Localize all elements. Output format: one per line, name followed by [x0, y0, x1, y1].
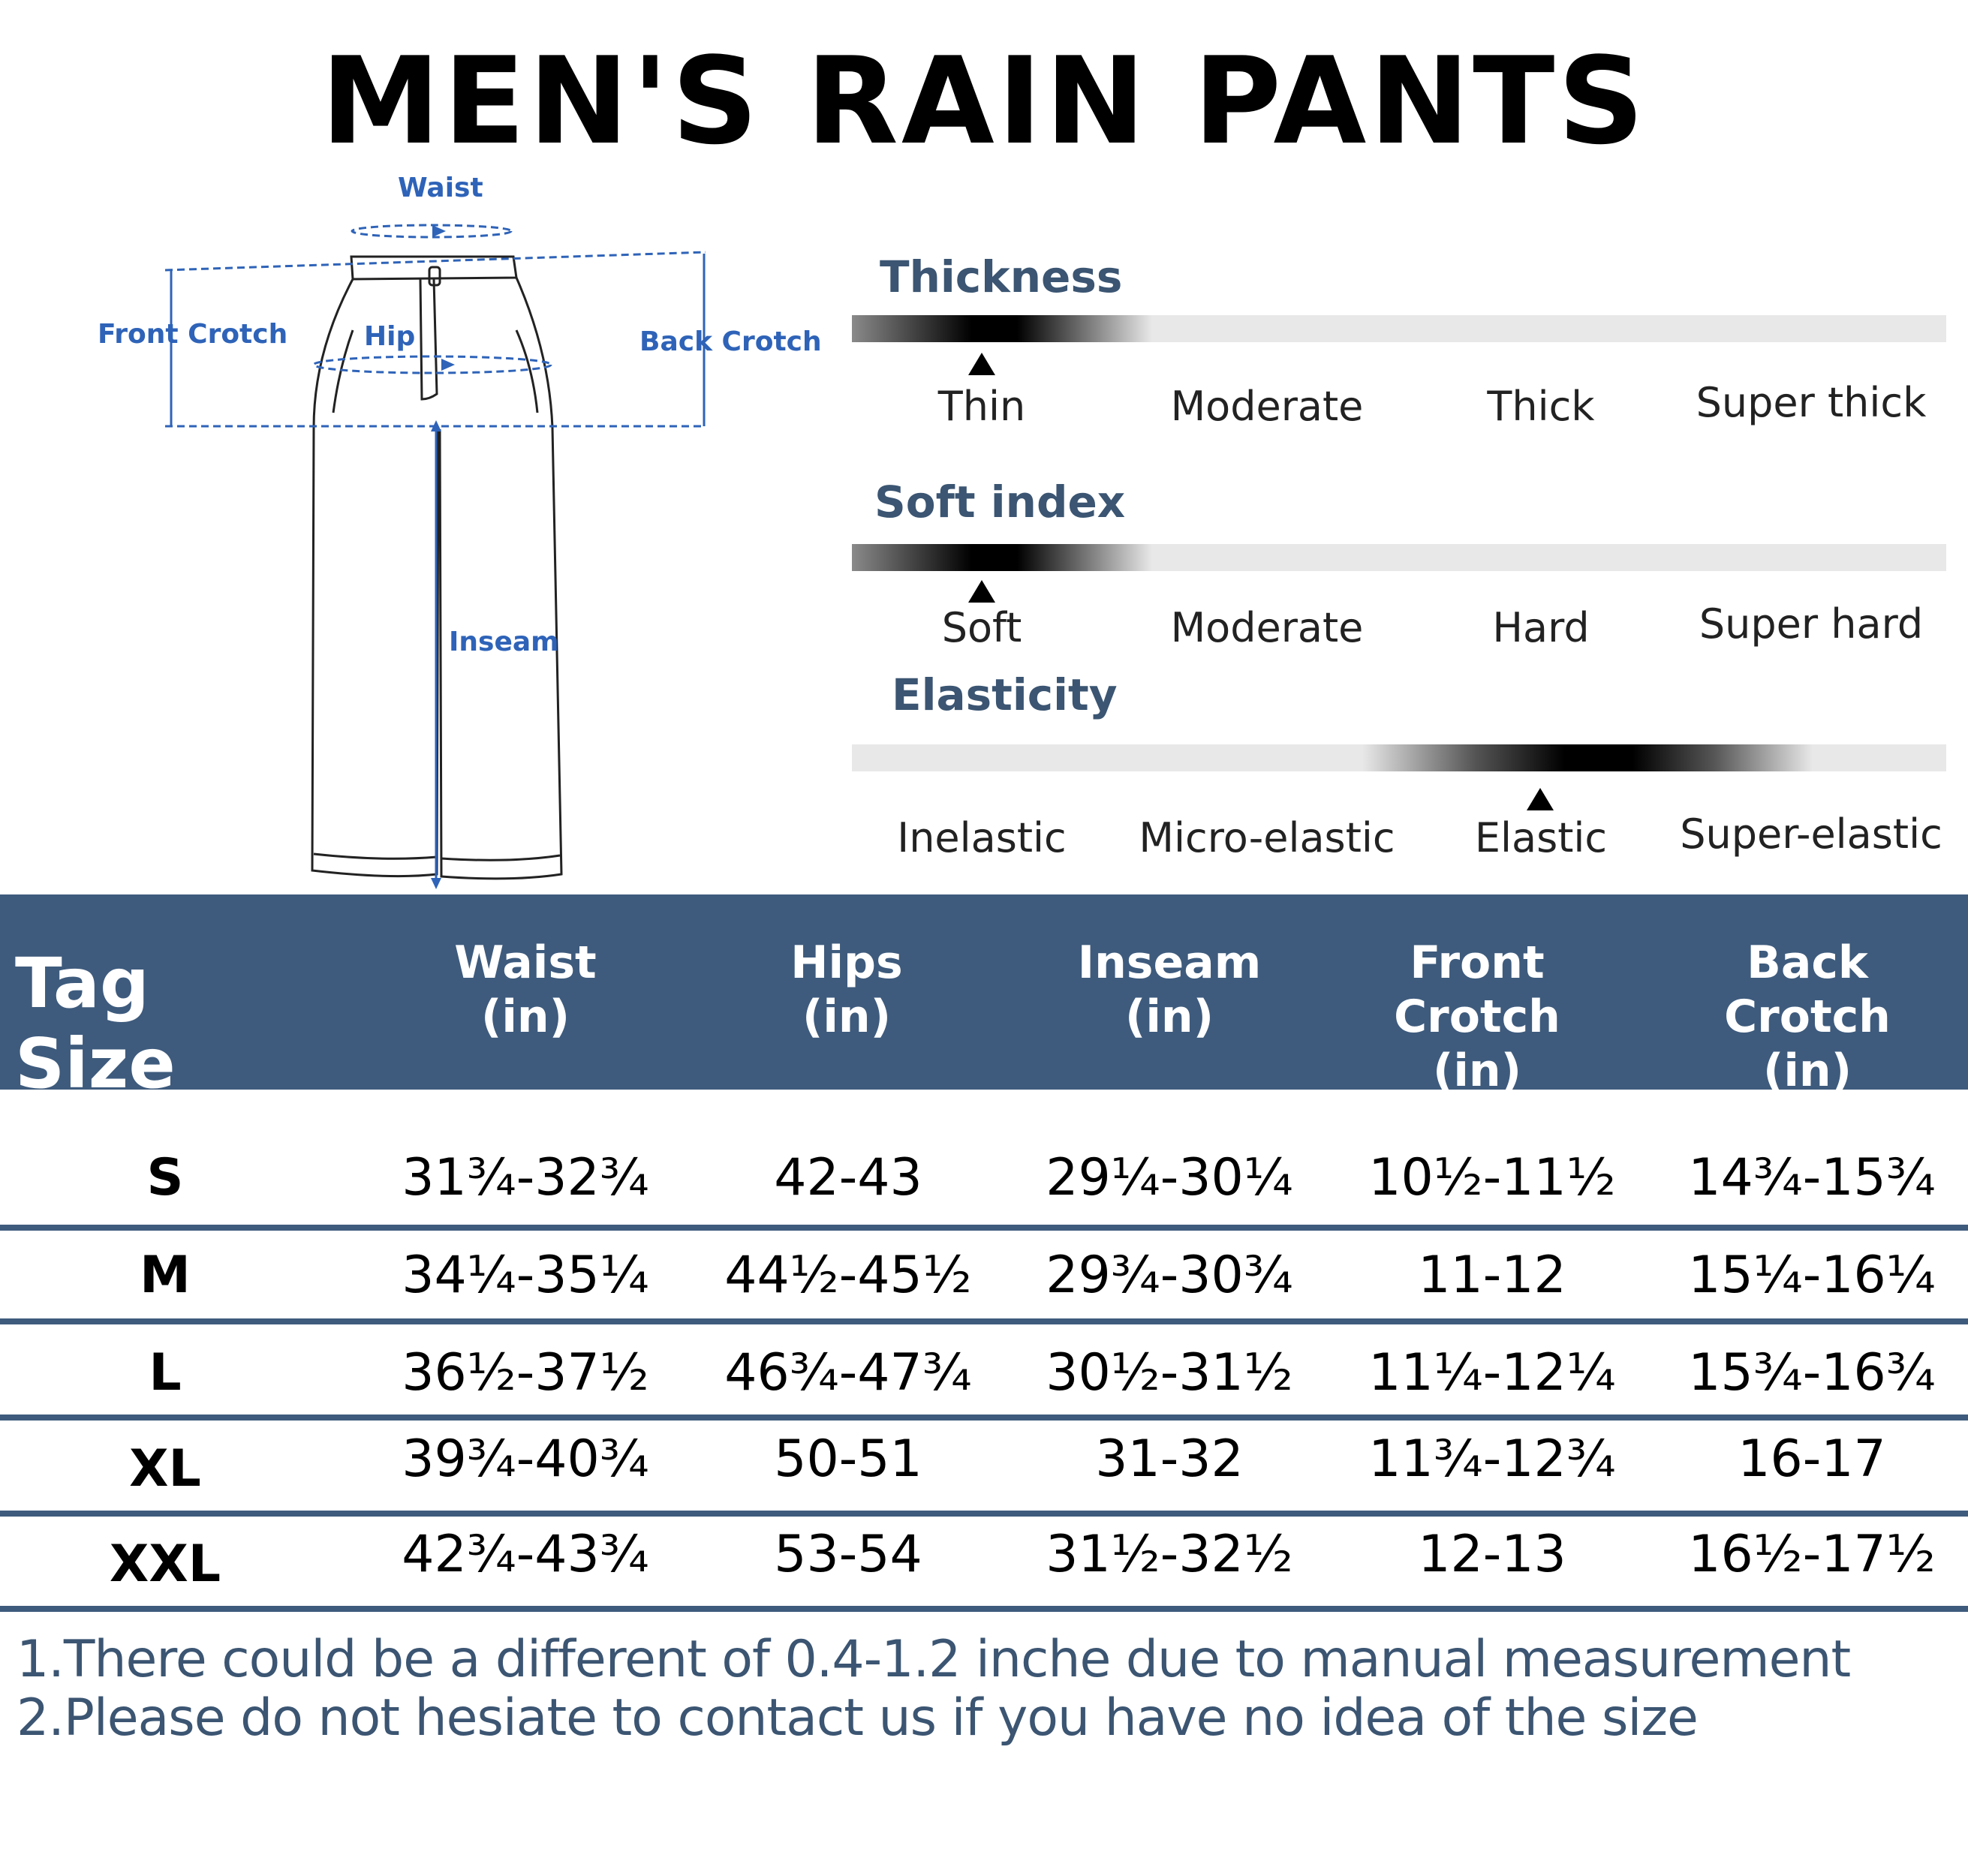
thickness-option: Thick [1487, 383, 1595, 430]
front-crotch-cell: 11¼-12¼ [1368, 1343, 1616, 1402]
hips-cell: 53-54 [774, 1525, 922, 1584]
hips-cell: 50-51 [774, 1430, 922, 1489]
back-crotch-cell: 16-17 [1738, 1430, 1886, 1489]
soft-index-option: Moderate [1170, 604, 1364, 651]
thickness-pointer-icon [968, 353, 995, 375]
waist-cell: 39¾-40¾ [402, 1430, 649, 1489]
row-divider [0, 1511, 1968, 1517]
front-crotch-cell: 11¾-12¾ [1368, 1430, 1616, 1489]
soft-index-option: Hard [1492, 604, 1590, 651]
tag-size-header: Tag Size [15, 943, 176, 1104]
waist-cell: 42¾-43¾ [402, 1525, 649, 1584]
column-header: Front Crotch (in) [1394, 936, 1560, 1097]
inseam-cell: 31-32 [1095, 1430, 1244, 1489]
inseam-label: Inseam [449, 627, 559, 657]
column-header: Back Crotch (in) [1724, 936, 1891, 1097]
elasticity-title: Elasticity [892, 669, 1118, 720]
front-crotch-cell: 10½-11½ [1368, 1148, 1616, 1207]
hips-cell: 46¾-47¾ [724, 1343, 972, 1402]
back-crotch-cell: 16½-17½ [1688, 1525, 1936, 1584]
row-divider [0, 1606, 1968, 1612]
inseam-cell: 30½-31½ [1046, 1343, 1293, 1402]
soft-index-option: Super hard [1699, 600, 1924, 648]
hips-cell: 42-43 [774, 1148, 922, 1207]
size-cell: M [140, 1246, 191, 1305]
size-table-header: Tag Size Waist (in) Hips (in) Inseam (in… [0, 894, 1968, 1104]
size-cell: XXL [109, 1535, 221, 1594]
note-2: 2.Please do not hesiate to contact us if… [17, 1688, 1699, 1748]
row-divider [0, 1415, 1968, 1421]
thickness-option: Moderate [1170, 383, 1364, 430]
column-header: Hips (in) [790, 936, 903, 1043]
thickness-option: Super thick [1696, 379, 1927, 426]
front-crotch-cell: 11-12 [1418, 1246, 1566, 1305]
inseam-cell: 31½-32½ [1046, 1525, 1293, 1584]
thickness-scale [852, 315, 1946, 342]
front-crotch-label: Front Crotch [98, 319, 288, 350]
pants-outline-icon [164, 224, 706, 889]
front-crotch-cell: 12-13 [1418, 1525, 1566, 1584]
soft-index-title: Soft index [874, 477, 1126, 528]
inseam-cell: 29¼-30¼ [1046, 1148, 1293, 1207]
elasticity-option: Inelastic [897, 814, 1067, 861]
waist-cell: 31¾-32¾ [402, 1148, 649, 1207]
row-divider [0, 1318, 1968, 1324]
waist-label: Waist [398, 173, 483, 203]
elasticity-scale [852, 744, 1946, 771]
size-cell: XL [129, 1439, 201, 1499]
soft-index-pointer-icon [968, 580, 995, 603]
column-header: Waist (in) [454, 936, 597, 1043]
waist-cell: 36½-37½ [402, 1343, 649, 1402]
elasticity-option: Elastic [1474, 814, 1608, 861]
thickness-option: Thin [937, 383, 1026, 430]
size-cell: L [149, 1343, 182, 1402]
back-crotch-cell: 15¼-16¼ [1688, 1246, 1936, 1305]
elasticity-option: Super-elastic [1680, 810, 1942, 858]
soft-index-option: Soft [941, 604, 1022, 651]
thickness-title: Thickness [880, 251, 1123, 302]
soft-index-scale [852, 544, 1946, 571]
row-divider [0, 1225, 1968, 1231]
size-cell: S [146, 1148, 184, 1207]
back-crotch-cell: 15¾-16¾ [1688, 1343, 1936, 1402]
page-title: MEN'S RAIN PANTS [320, 31, 1648, 171]
elasticity-pointer-icon [1527, 788, 1554, 810]
back-crotch-label: Back Crotch [639, 326, 822, 357]
elasticity-option: Micro-elastic [1139, 814, 1395, 861]
hips-cell: 44½-45½ [724, 1246, 972, 1305]
column-header: Inseam (in) [1077, 936, 1262, 1043]
note-1: 1.There could be a different of 0.4-1.2 … [17, 1630, 1851, 1689]
pants-measurement-diagram: Waist Front Crotch Hip Back Crotch Insea… [75, 165, 826, 900]
inseam-cell: 29¾-30¾ [1046, 1246, 1293, 1305]
hip-label: Hip [364, 321, 416, 352]
back-crotch-cell: 14¾-15¾ [1688, 1148, 1936, 1207]
waist-cell: 34¼-35¼ [402, 1246, 649, 1305]
